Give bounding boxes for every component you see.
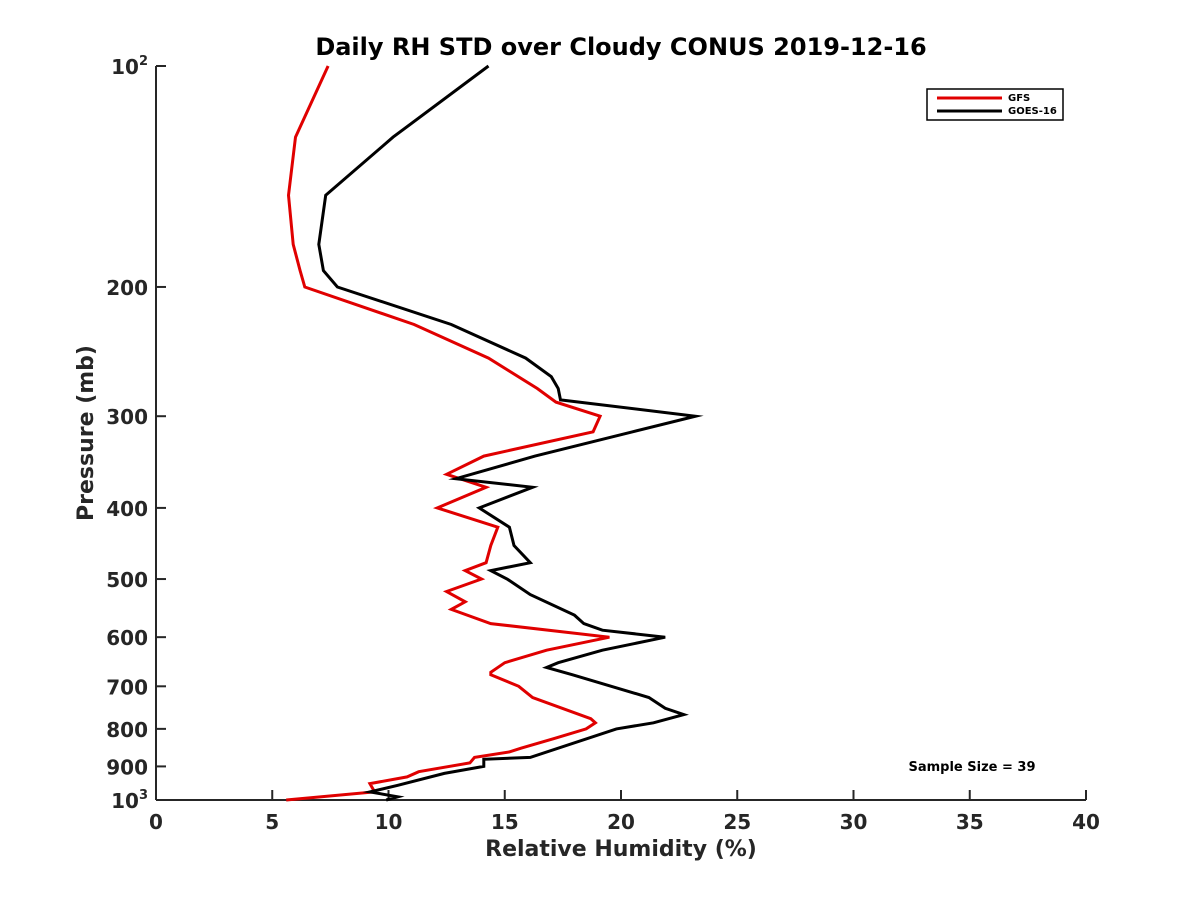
x-tick-label: 40 <box>1072 810 1100 834</box>
chart-title: Daily RH STD over Cloudy CONUS 2019-12-1… <box>315 33 926 61</box>
axes: 0 5 10 15 20 25 30 35 40 102 200 300 400 500 600 700 800… <box>106 54 1100 834</box>
x-tick-label: 25 <box>723 810 751 834</box>
legend-label-goes16: GOES-16 <box>1008 106 1057 117</box>
legend: GFS GOES-16 <box>926 88 1064 121</box>
x-tick-label: 0 <box>149 810 163 834</box>
x-axis-label: Relative Humidity (%) <box>485 837 757 862</box>
y-tick-label: 102 <box>111 54 148 79</box>
y-tick-label: 200 <box>106 276 148 300</box>
y-tick-label: 600 <box>106 626 148 650</box>
y-tick-label: 900 <box>106 755 148 779</box>
x-tick-label: 20 <box>607 810 635 834</box>
y-tick-label: 400 <box>106 497 148 521</box>
y-tick-label: 500 <box>106 568 148 592</box>
y-tick-label: 300 <box>106 405 148 429</box>
y-tick-label: 800 <box>106 718 148 742</box>
series-line-gfs <box>286 65 610 802</box>
legend-label-gfs: GFS <box>1008 93 1030 104</box>
legend-box <box>926 88 1064 121</box>
y-axis-label: Pressure (mb) <box>74 345 99 521</box>
sample-size-annotation: Sample Size = 39 <box>908 760 1035 775</box>
x-tick-label: 10 <box>375 810 403 834</box>
x-tick-label: 15 <box>491 810 519 834</box>
x-tick-label: 30 <box>840 810 868 834</box>
series-line-goes16 <box>317 64 704 802</box>
y-tick-label: 700 <box>106 675 148 699</box>
x-tick-label: 35 <box>956 810 984 834</box>
series-layer <box>286 64 704 802</box>
y-tick-label: 103 <box>111 788 148 813</box>
x-tick-label: 5 <box>265 810 279 834</box>
